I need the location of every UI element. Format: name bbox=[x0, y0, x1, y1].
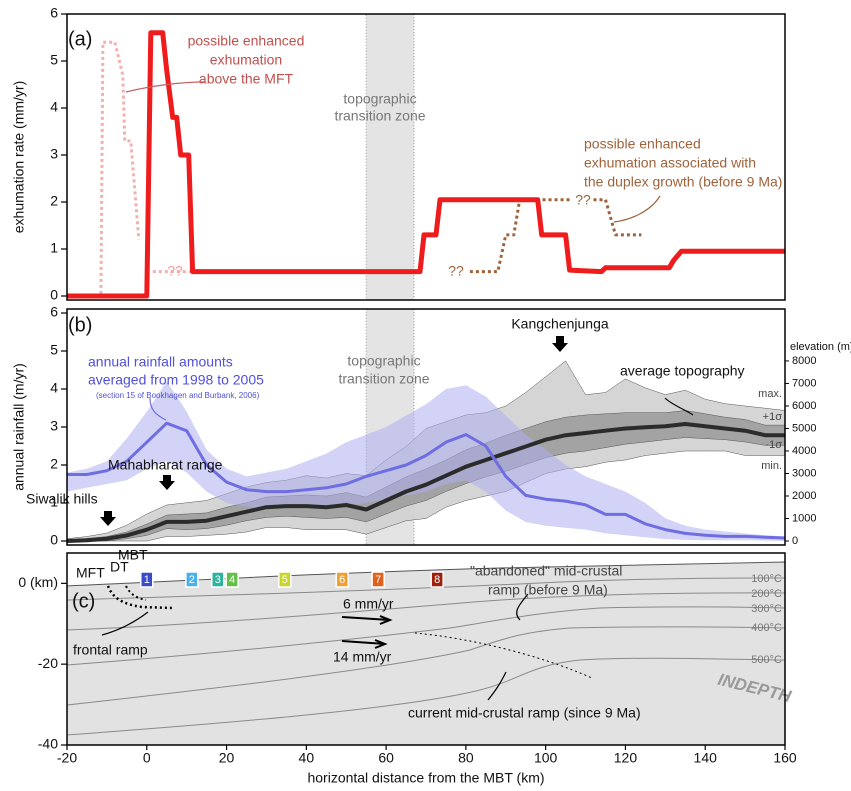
x-tick-label: -20 bbox=[57, 750, 77, 766]
y-tick-label: 4 bbox=[50, 99, 58, 115]
isotherm-label: 200°C bbox=[751, 588, 782, 600]
annotation: max. bbox=[758, 388, 782, 400]
y2-tick-label: 0 bbox=[792, 535, 798, 547]
annotation: the duplex growth (before 9 Ma) bbox=[584, 174, 782, 190]
y2-tick-label: 6000 bbox=[792, 400, 816, 412]
panel-label: (c) bbox=[72, 590, 95, 612]
x-tick-label: 0 bbox=[143, 750, 151, 766]
y2-tick-label: 5000 bbox=[792, 422, 816, 434]
y2-tick-label: 7000 bbox=[792, 377, 816, 389]
annotation: topographic bbox=[347, 353, 420, 369]
y2-tick-label: 2000 bbox=[792, 490, 816, 502]
x-tick-label: 80 bbox=[458, 750, 474, 766]
annotation: ?? bbox=[167, 263, 183, 279]
x-tick-label: 160 bbox=[773, 750, 797, 766]
y-tick-label: 6 bbox=[50, 304, 58, 320]
annotation: above the MFT bbox=[199, 71, 294, 87]
x-tick-label: 140 bbox=[694, 750, 718, 766]
station-label: 1 bbox=[144, 574, 150, 586]
annotation: exhumation bbox=[210, 52, 282, 68]
annotation: annual rainfall amounts bbox=[88, 354, 233, 370]
x-tick-label: 20 bbox=[219, 750, 235, 766]
y-tick-label: -40 bbox=[38, 736, 58, 752]
panel-label: (b) bbox=[68, 314, 92, 336]
annotation: MFT bbox=[76, 565, 105, 581]
y-tick-label: 6 bbox=[50, 5, 58, 21]
figure: (a) (b) (c) exhumation rate (mm/yr) annu… bbox=[0, 0, 851, 791]
isotherm-label: 100°C bbox=[751, 573, 782, 585]
x-tick-label: 60 bbox=[378, 750, 394, 766]
annotation: possible enhanced bbox=[584, 136, 701, 152]
x-axis-title: horizontal distance from the MBT (km) bbox=[307, 770, 544, 786]
annotation: -1σ bbox=[765, 439, 782, 451]
y-tick-label: 5 bbox=[50, 342, 58, 358]
y-tick-label: 2 bbox=[50, 193, 58, 209]
y2-tick-label: 1000 bbox=[792, 512, 816, 524]
y-tick-label: 0 bbox=[50, 287, 58, 303]
annotation: (section 15 of Bookhagen and Burbank, 20… bbox=[96, 391, 260, 400]
y-tick-label: 3 bbox=[50, 418, 58, 434]
station-label: 3 bbox=[215, 574, 221, 586]
annotation: +1σ bbox=[763, 411, 783, 423]
annotation: exhumation associated with bbox=[584, 155, 756, 171]
y2-axis-title: elevation (m) bbox=[790, 341, 851, 353]
y-axis-title: annual rainfall (m/yr) bbox=[11, 363, 27, 491]
station-label: 6 bbox=[339, 574, 345, 586]
annotation: Mahabharat range bbox=[108, 457, 223, 473]
annotation: 14 mm/yr bbox=[333, 649, 392, 665]
annotation: transition zone bbox=[338, 371, 429, 387]
annotation: ?? bbox=[575, 192, 591, 208]
y-tick-label: 4 bbox=[50, 380, 58, 396]
annotation: Siwalik hills bbox=[26, 491, 98, 507]
y-tick-label: 0 (km) bbox=[18, 574, 58, 590]
annotation: possible enhanced bbox=[188, 33, 305, 49]
y-tick-label: 1 bbox=[50, 494, 58, 510]
y-tick-label: 1 bbox=[50, 240, 58, 256]
annotation: min. bbox=[761, 460, 782, 472]
y-tick-label: 2 bbox=[50, 456, 58, 472]
isotherm-label: 400°C bbox=[751, 622, 782, 634]
annotation: 6 mm/yr bbox=[343, 596, 394, 612]
annotation: averaged from 1998 to 2005 bbox=[88, 372, 264, 388]
y2-tick-label: 4000 bbox=[792, 445, 816, 457]
y2-tick-label: 8000 bbox=[792, 355, 816, 367]
annotation: ?? bbox=[448, 263, 464, 279]
annotation: transition zone bbox=[334, 108, 425, 124]
y-axis-title: exhumation rate (mm/yr) bbox=[11, 81, 27, 233]
x-tick-label: 120 bbox=[614, 750, 638, 766]
y-tick-label: 5 bbox=[50, 52, 58, 68]
x-tick-label: 100 bbox=[534, 750, 558, 766]
station-label: 5 bbox=[282, 574, 288, 586]
y2-tick-label: 3000 bbox=[792, 467, 816, 479]
station-label: 7 bbox=[375, 574, 381, 586]
annotation: Kangchenjunga bbox=[511, 316, 609, 332]
transition-zone bbox=[366, 14, 414, 300]
annotation: "abandoned" mid-crustal bbox=[470, 563, 622, 579]
x-tick-label: 40 bbox=[299, 750, 315, 766]
y-tick-label: 3 bbox=[50, 146, 58, 162]
isotherm-label: 300°C bbox=[751, 603, 782, 615]
station-label: 4 bbox=[229, 574, 235, 586]
y-tick-label: 0 bbox=[50, 532, 58, 548]
station-label: 2 bbox=[189, 574, 195, 586]
annotation: topographic bbox=[343, 91, 416, 107]
y-tick-label: -20 bbox=[38, 655, 58, 671]
annotation: current mid-crustal ramp (since 9 Ma) bbox=[408, 705, 641, 721]
annotation: ramp (before 9 Ma) bbox=[488, 582, 608, 598]
annotation: frontal ramp bbox=[73, 642, 148, 658]
annotation: average topography bbox=[620, 363, 745, 379]
station-label: 8 bbox=[434, 574, 440, 586]
panel-label: (a) bbox=[68, 28, 92, 50]
isotherm-label: 500°C bbox=[751, 654, 782, 666]
annotation: MBT bbox=[118, 547, 148, 563]
